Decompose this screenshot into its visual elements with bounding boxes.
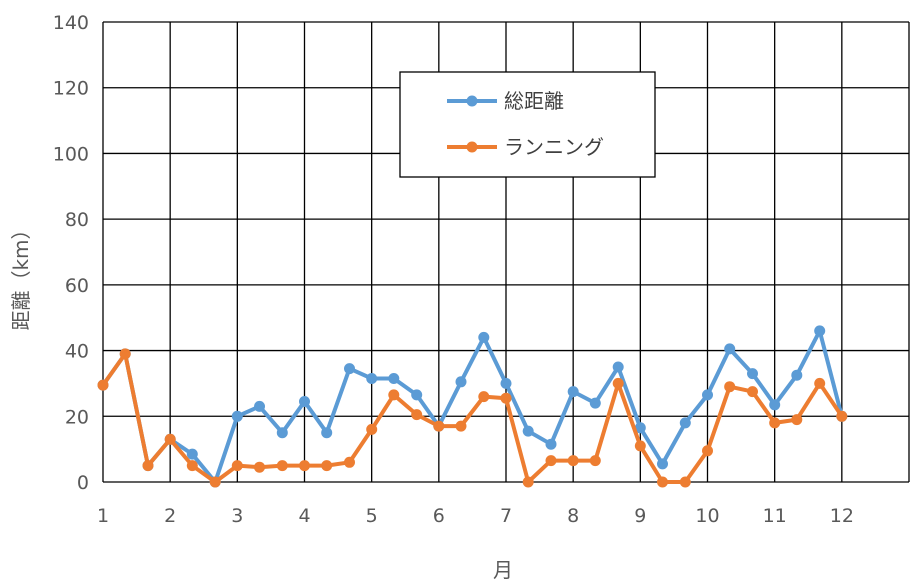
data-point — [522, 425, 534, 437]
data-point — [231, 410, 243, 422]
data-point — [657, 458, 668, 470]
data-point — [814, 325, 826, 337]
series-layer — [97, 325, 848, 488]
legend: 総距離 ランニング — [399, 71, 656, 178]
data-point — [679, 417, 691, 429]
data-point — [724, 343, 736, 355]
data-point — [500, 392, 512, 404]
data-point — [791, 369, 803, 381]
data-point — [724, 381, 736, 393]
data-point — [657, 476, 668, 488]
y-tick-label: 40 — [65, 341, 89, 363]
x-tick-label: 10 — [695, 505, 719, 527]
y-tick-label: 120 — [53, 78, 89, 100]
legend-box — [399, 71, 656, 178]
data-point — [209, 476, 221, 488]
data-point — [411, 409, 423, 421]
data-point — [321, 427, 333, 439]
data-point — [276, 460, 288, 472]
data-point — [164, 433, 176, 445]
data-point — [634, 422, 646, 434]
series-1 — [97, 325, 848, 488]
data-point — [344, 456, 355, 468]
y-axis-ticks: 0 20 40 60 80 100 120 140 — [53, 12, 89, 494]
data-point — [702, 445, 713, 457]
data-point — [500, 377, 512, 389]
data-point — [679, 476, 691, 488]
x-tick-label: 11 — [763, 505, 787, 527]
data-point — [388, 373, 400, 384]
y-tick-label: 100 — [53, 143, 89, 165]
x-tick-label: 9 — [634, 505, 646, 527]
y-tick-label: 0 — [77, 472, 89, 494]
data-point — [433, 420, 445, 432]
data-point — [186, 460, 198, 472]
data-point — [478, 331, 490, 343]
data-point — [836, 410, 848, 422]
x-tick-label: 5 — [366, 505, 378, 527]
data-point — [589, 397, 601, 409]
series-line — [101, 328, 844, 484]
data-point — [366, 423, 378, 435]
data-point — [612, 361, 624, 373]
data-point — [455, 420, 467, 432]
data-point — [612, 377, 624, 389]
y-tick-label: 20 — [65, 406, 89, 428]
legend-label-series-1: 総距離 — [504, 89, 564, 113]
data-point — [254, 400, 265, 412]
data-point — [388, 389, 400, 401]
legend-marker-series-2 — [466, 141, 478, 153]
data-point — [276, 427, 288, 439]
series-2 — [97, 348, 848, 488]
x-axis-title: 月 — [493, 558, 513, 582]
data-point — [702, 389, 713, 401]
data-point — [366, 373, 378, 384]
x-tick-label: 4 — [298, 505, 310, 527]
x-tick-label: 6 — [433, 505, 445, 527]
y-tick-label: 80 — [65, 209, 89, 231]
data-point — [747, 386, 758, 398]
data-point — [567, 455, 579, 467]
x-axis-ticks: 1 2 3 4 5 6 7 8 9 10 11 12 — [97, 505, 854, 527]
y-tick-label: 140 — [53, 12, 89, 34]
data-point — [97, 379, 109, 391]
series-line — [101, 351, 844, 484]
data-point — [455, 376, 467, 388]
x-tick-label: 8 — [567, 505, 579, 527]
data-point — [344, 363, 355, 375]
data-point — [589, 455, 601, 467]
data-point — [567, 386, 579, 398]
data-point — [769, 399, 781, 411]
x-tick-label: 3 — [231, 505, 243, 527]
y-axis-title: 距離（km） — [9, 219, 33, 330]
data-point — [411, 389, 423, 401]
data-point — [545, 455, 557, 467]
data-point — [299, 460, 310, 472]
data-point — [747, 368, 758, 380]
x-tick-label: 1 — [97, 505, 109, 527]
data-point — [478, 391, 490, 403]
data-point — [814, 377, 826, 389]
data-point — [142, 460, 154, 472]
x-tick-label: 12 — [830, 505, 854, 527]
data-point — [299, 396, 310, 407]
x-tick-label: 7 — [500, 505, 512, 527]
legend-label-series-2: ランニング — [504, 135, 604, 159]
data-point — [545, 438, 557, 450]
x-tick-label: 2 — [164, 505, 176, 527]
data-point — [522, 476, 534, 488]
y-tick-label: 60 — [65, 275, 89, 297]
data-point — [231, 460, 243, 472]
legend-marker-series-1 — [466, 95, 478, 107]
data-point — [321, 460, 333, 472]
data-point — [186, 448, 198, 460]
data-point — [769, 417, 781, 429]
data-point — [254, 461, 265, 473]
data-point — [634, 440, 646, 452]
data-point — [119, 348, 131, 360]
data-point — [791, 414, 803, 426]
